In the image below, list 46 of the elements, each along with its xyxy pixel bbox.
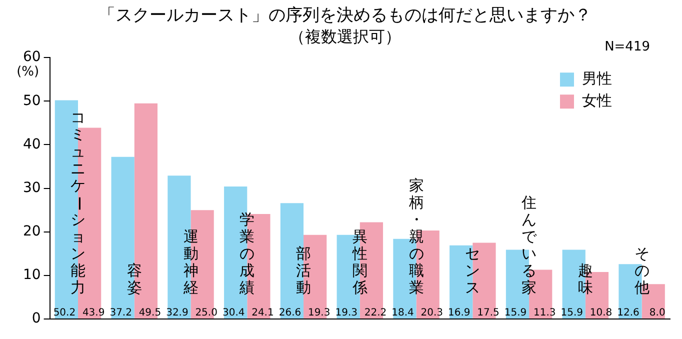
data-label: 19.3	[335, 308, 358, 319]
x-tick-label: 容姿	[126, 261, 142, 296]
data-label: 25.0	[195, 308, 218, 319]
data-label: 37.2	[110, 308, 132, 319]
x-tick-label: その他	[634, 244, 650, 296]
y-tick-label: 40	[22, 136, 41, 152]
data-label: 24.1	[252, 308, 274, 319]
y-tick-label: 10	[22, 267, 41, 284]
data-label: 10.8	[590, 308, 612, 319]
data-label: 32.9	[166, 308, 188, 319]
x-tick-label: 趣味	[578, 261, 593, 296]
data-label: 26.6	[278, 308, 302, 319]
legend-label: 男性	[582, 69, 612, 88]
x-tick-label: 住んでいる家	[520, 193, 538, 296]
data-label: 43.9	[82, 308, 105, 319]
y-tick-label: 60	[22, 49, 41, 66]
legend-label: 女性	[582, 91, 612, 110]
data-label: 49.5	[138, 308, 162, 319]
chart-subtitle: （複数選択可）	[289, 27, 401, 46]
data-label: 15.9	[560, 308, 584, 319]
text: N=419	[604, 39, 650, 54]
data-label: 17.5	[477, 308, 500, 319]
y-tick-label: 0	[32, 310, 41, 327]
x-tick-label: 家柄・親の職業	[408, 176, 424, 296]
data-label: 16.9	[448, 308, 470, 319]
y-axis-title: (%)	[16, 64, 40, 80]
data-label: 8.0	[649, 308, 666, 319]
chart-title: 「スクールカースト」の序列を決めるものは何だと思いますか？	[98, 6, 592, 26]
data-label: 30.4	[222, 308, 245, 319]
x-tick-label: 運動神経	[182, 227, 198, 296]
data-label: 12.6	[617, 308, 640, 319]
x-tick-label: 学業の成績	[238, 210, 255, 296]
data-label: 19.3	[308, 308, 330, 319]
x-tick-label: センス	[465, 244, 480, 296]
y-tick-label: 30	[22, 180, 41, 196]
y-tick-label: 20	[22, 224, 41, 240]
data-label: 11.3	[533, 308, 556, 319]
y-tick-label: 50	[22, 92, 41, 109]
data-label: 22.2	[364, 308, 387, 319]
data-label: 15.9	[504, 308, 527, 319]
data-label: 50.2	[53, 308, 76, 319]
x-tick-label: 部活動	[296, 244, 312, 296]
data-label: 18.4	[392, 308, 414, 319]
category-label: コミュニケーション能力	[70, 108, 88, 296]
x-tick-label: 異性関係	[351, 227, 368, 296]
data-label: 20.3	[420, 308, 443, 319]
